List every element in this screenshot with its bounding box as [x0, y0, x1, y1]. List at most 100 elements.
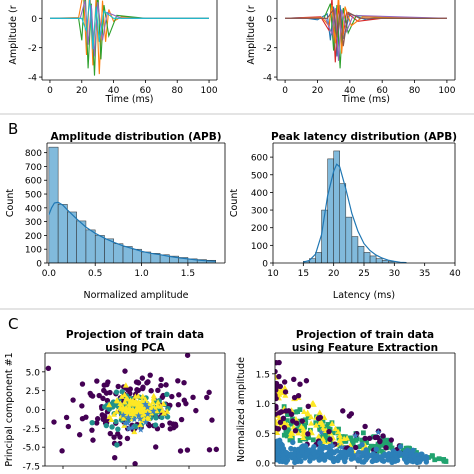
scatter-point-square — [286, 428, 292, 434]
kde-curve — [303, 163, 407, 263]
y-tick-label: -7.5 — [22, 463, 40, 473]
scatter-point-circle — [275, 439, 280, 446]
scatter-point-triangle — [110, 411, 117, 417]
scatter-point-square — [349, 438, 355, 444]
scatter-point-circle — [307, 458, 313, 464]
scatter-point-circle — [288, 411, 295, 417]
scatter-point-square — [297, 438, 303, 443]
histogram-bar — [339, 183, 347, 263]
scatter-point-circle — [401, 455, 408, 462]
x-tick-label: 80 — [172, 86, 184, 96]
scatter-point-circle — [364, 455, 370, 461]
scatter-point-circle — [148, 388, 154, 394]
scatter-point-circle — [158, 376, 164, 383]
x-axis-label: Time (ms) — [341, 94, 390, 105]
scatter-point-circle — [373, 446, 379, 452]
scatter-point-circle — [175, 378, 181, 384]
y-tick-label: -2 — [28, 44, 37, 54]
histogram-bar — [375, 258, 383, 263]
scatter-point-triangle — [295, 429, 302, 436]
scatter-point-circle — [146, 422, 153, 429]
plot-area — [48, 146, 216, 263]
scatter-point-square — [430, 453, 435, 459]
scatter-point-triangle — [122, 382, 129, 388]
x-tick-label: 100 — [438, 86, 455, 96]
x-tick-label: 0 — [282, 86, 288, 96]
scatter-point-circle — [315, 415, 322, 422]
y-tick-label: 0.5 — [256, 430, 270, 440]
y-tick-label: -4 — [28, 74, 37, 84]
scatter-point-circle — [109, 424, 115, 430]
scatter-point-circle — [181, 380, 187, 386]
scatter-point-circle — [45, 365, 52, 371]
scatter-point-circle — [115, 426, 121, 432]
scatter-point-circle — [184, 447, 191, 453]
y-tick-label: 700 — [25, 163, 42, 173]
scatter-point-triangle — [138, 397, 145, 404]
y-tick-label: 5.0 — [26, 368, 41, 378]
scatter-point-triangle — [144, 407, 151, 414]
scatter-point-circle — [159, 422, 165, 429]
scatter-point-square — [289, 421, 294, 427]
scatter-point-circle — [153, 415, 159, 421]
scatter-point-circle — [175, 401, 182, 408]
scatter-point-circle — [135, 387, 142, 393]
x-tick-label: 0.5 — [88, 269, 102, 279]
scatter-point-circle — [305, 403, 311, 410]
scatter-point-star — [338, 443, 346, 451]
scatter-point-circle — [167, 420, 173, 426]
scatter-point-circle — [83, 414, 89, 420]
scatter-point-triangle — [151, 404, 158, 410]
scatter-point-circle — [281, 424, 288, 431]
scatter-point-circle — [113, 418, 119, 425]
scatter-point-circle — [209, 417, 215, 423]
scatter-point-circle — [326, 450, 332, 456]
scatter-point-circle — [335, 453, 342, 460]
scatter-point-square — [297, 407, 303, 413]
x-tick-label: 20 — [312, 86, 324, 96]
y-tick-label: 0.0 — [26, 406, 41, 416]
scatter-point-circle — [79, 381, 86, 387]
scatter-point-triangle — [132, 398, 139, 404]
scatter-point-triangle — [281, 384, 288, 391]
scatter-point-triangle — [106, 401, 113, 408]
scatter-point-square — [384, 437, 390, 443]
scatter-point-circle — [172, 421, 179, 427]
scatter-point-circle — [275, 384, 279, 391]
x-axis-label: Time (ms) — [105, 94, 154, 105]
scatter-point-square — [436, 456, 442, 462]
y-tick-label: -2.5 — [22, 425, 40, 435]
scatter-point-star — [141, 400, 149, 408]
scatter-point-circle — [366, 435, 373, 441]
scatter-point-circle — [317, 456, 323, 462]
x-tick-label: 0.0 — [42, 269, 57, 279]
scatter-point-circle — [275, 403, 279, 410]
scatter-point-circle — [291, 450, 297, 457]
histogram-bar — [113, 243, 124, 263]
histogram-bar — [85, 229, 96, 263]
scatter-point-circle — [397, 450, 403, 456]
scatter-point-circle — [63, 414, 70, 421]
scatter-point-triangle — [155, 399, 162, 405]
x-tick-label: 20 — [328, 269, 340, 279]
scatter-point-square — [303, 420, 309, 426]
scatter-point-triangle — [120, 404, 127, 410]
scatter-point-circle — [111, 434, 117, 440]
scatter-point-circle — [115, 383, 121, 390]
chart-title: Peak latency distribution (APB) — [271, 131, 457, 143]
scatter-point-square — [289, 436, 295, 441]
y-tick-label: 400 — [251, 189, 268, 199]
scatter-point-circle — [122, 368, 128, 374]
scatter-point-square — [303, 436, 309, 442]
scatter-point-circle — [355, 457, 362, 464]
scatter-point-square — [323, 435, 329, 441]
scatter-point-circle — [133, 423, 139, 430]
histogram-bar — [363, 252, 371, 263]
scatter-point-square — [381, 439, 387, 445]
scatter-point-triangle — [136, 405, 143, 411]
scatter-point-square — [305, 414, 311, 420]
y-tick-label: 200 — [25, 232, 42, 242]
scatter-point-circle — [164, 391, 170, 397]
scatter-point-triangle — [313, 422, 320, 428]
scatter-point-circle — [76, 432, 83, 438]
